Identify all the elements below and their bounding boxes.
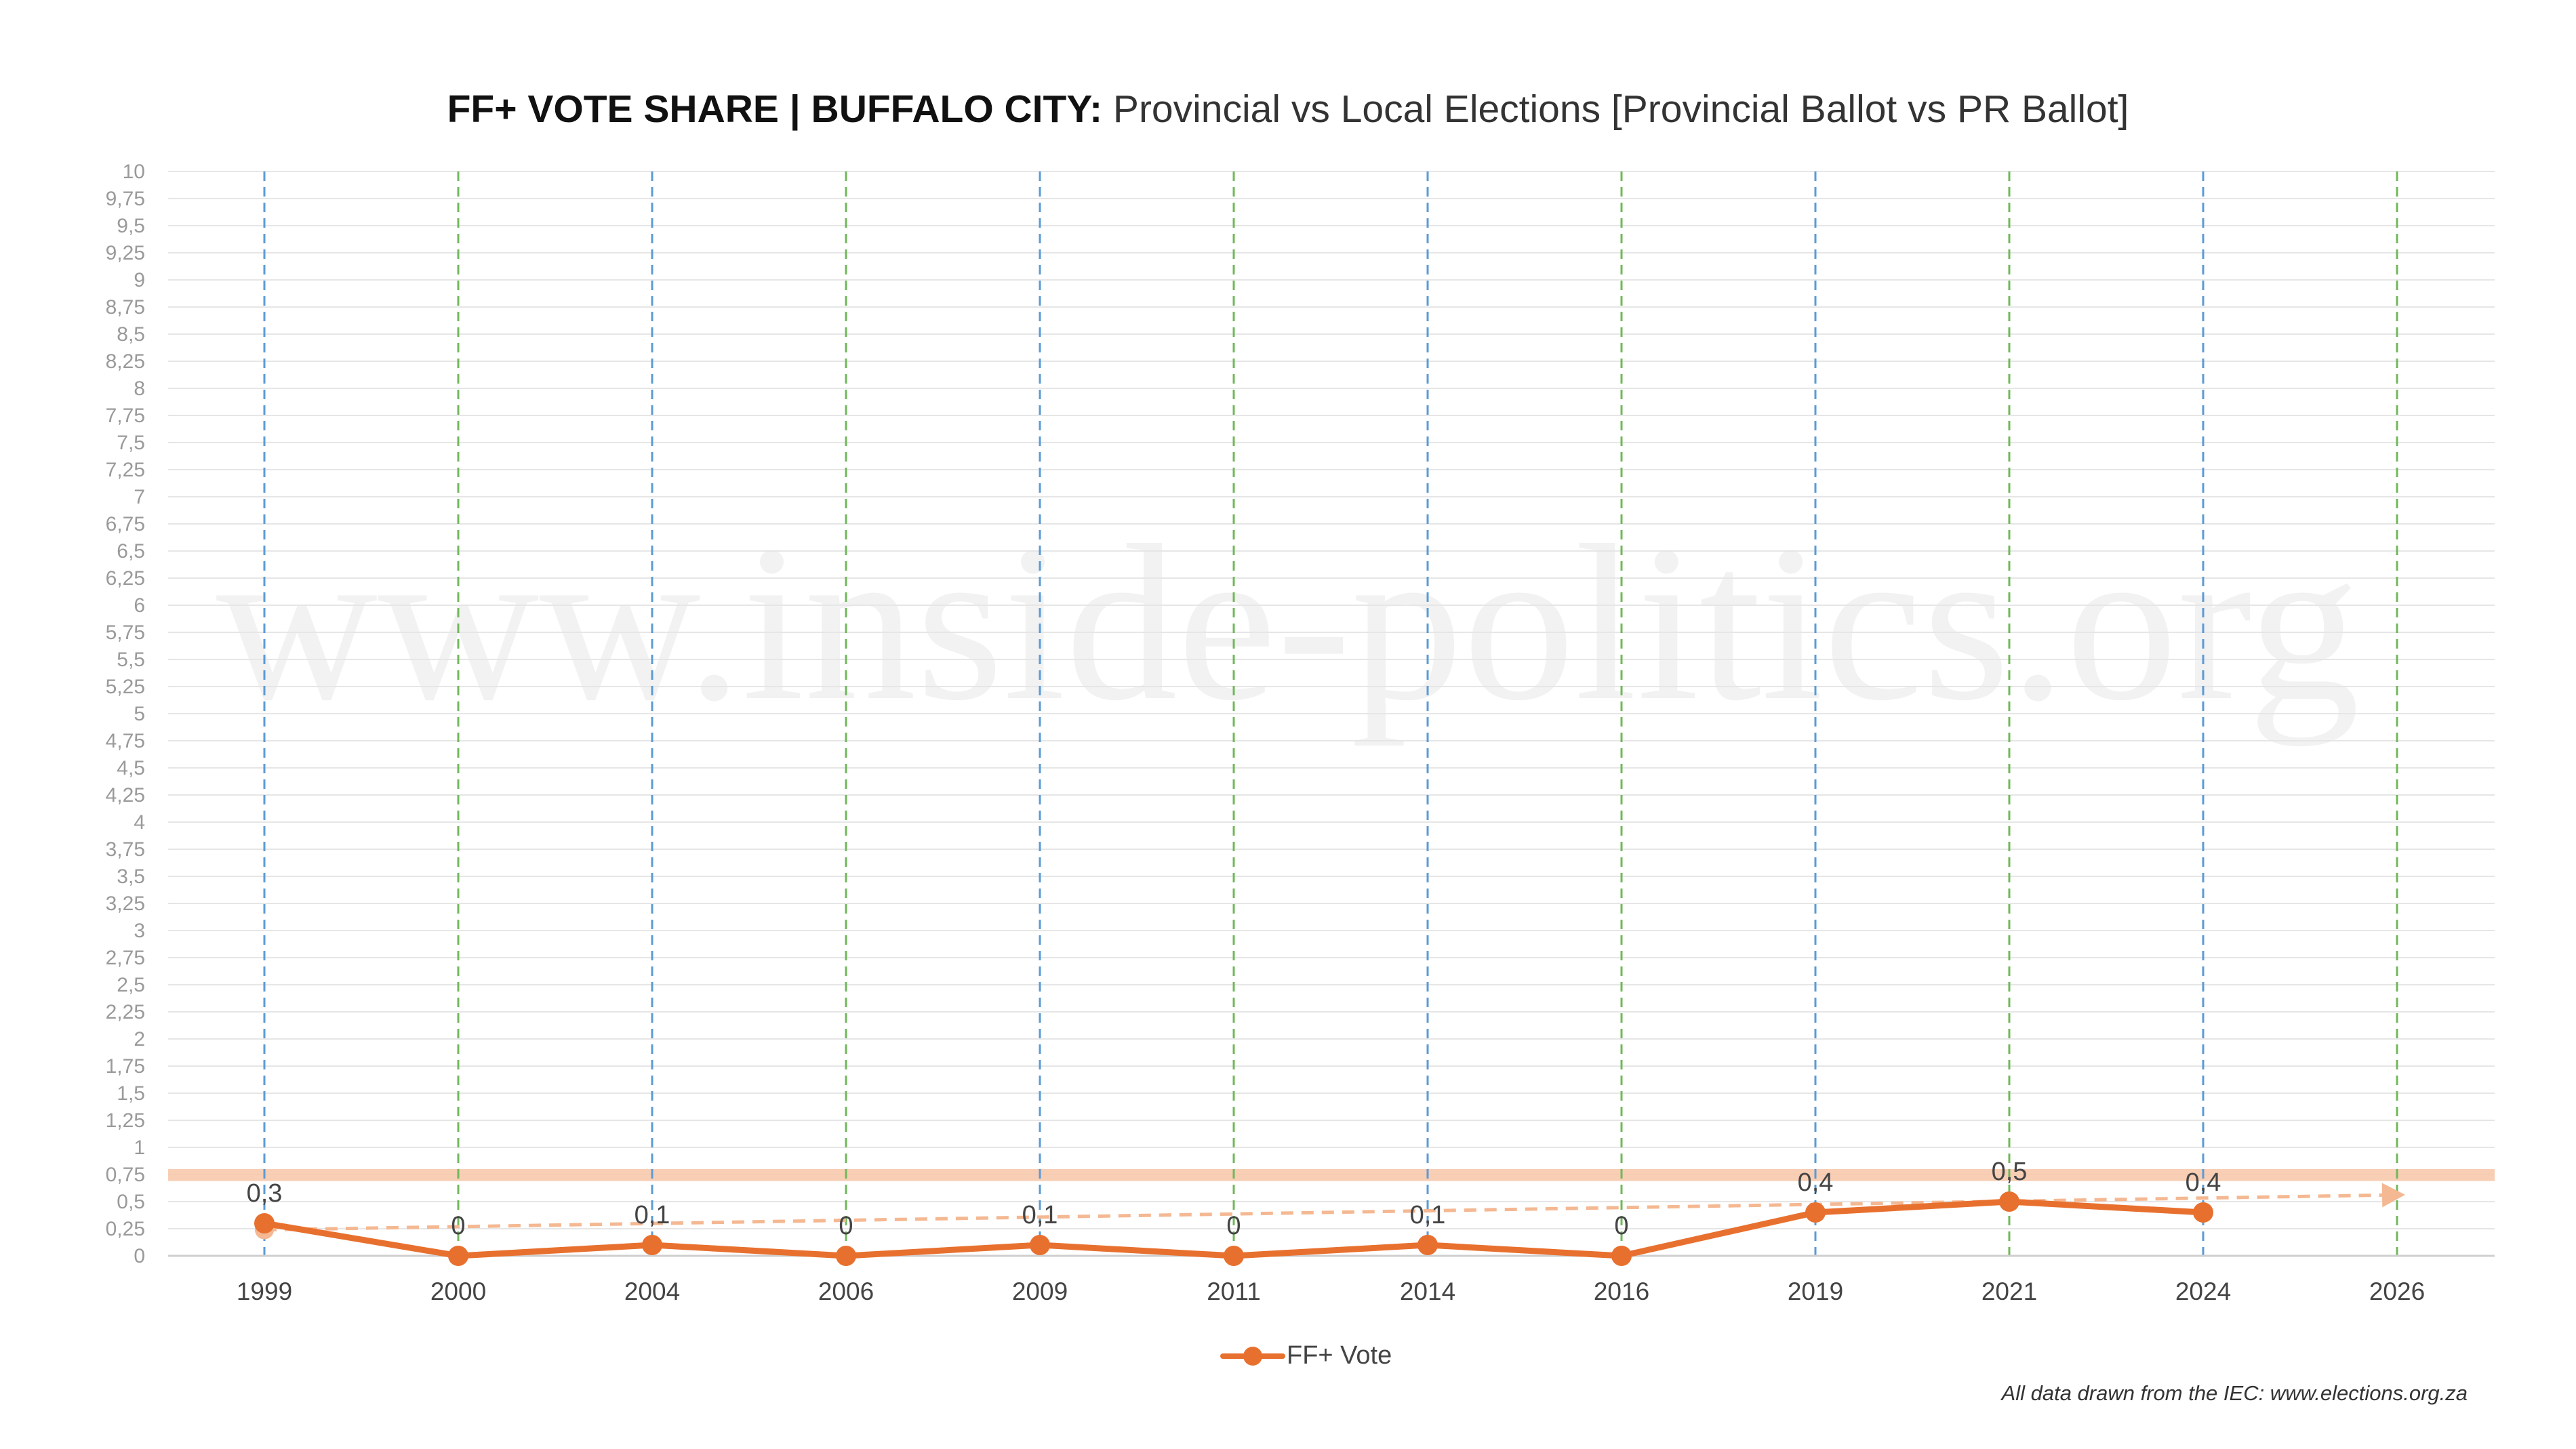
- threshold-band: [168, 1169, 2495, 1181]
- y-tick-label: 0,75: [106, 1164, 145, 1186]
- y-tick-label: 1: [134, 1137, 145, 1159]
- y-tick-label: 2: [134, 1028, 145, 1050]
- y-tick-label: 8,25: [106, 350, 145, 373]
- y-tick-label: 1,5: [117, 1082, 145, 1105]
- data-point: [1030, 1235, 1050, 1255]
- chart-title-subtitle: Provincial vs Local Elections [Provincia…: [1102, 87, 2129, 131]
- y-tick-label: 9,75: [106, 188, 145, 210]
- data-label: 0: [1614, 1212, 1628, 1240]
- y-tick-label: 7,75: [106, 405, 145, 427]
- y-tick-label: 8: [134, 377, 145, 400]
- y-tick-label: 3,75: [106, 838, 145, 861]
- y-tick-label: 0,25: [106, 1218, 145, 1240]
- legend-swatch-ff-vote: [1220, 1335, 1285, 1376]
- y-tick-label: 2,25: [106, 1001, 145, 1023]
- data-point: [642, 1235, 662, 1255]
- x-tick-label: 1999: [237, 1278, 292, 1305]
- data-label: 0,3: [247, 1179, 283, 1208]
- y-tick-label: 8,5: [117, 323, 145, 346]
- data-point: [254, 1213, 275, 1233]
- y-tick-label: 5,5: [117, 649, 145, 671]
- x-tick-label: 2009: [1012, 1278, 1068, 1305]
- x-tick-label: 2011: [1207, 1278, 1261, 1305]
- y-tick-label: 3: [134, 920, 145, 942]
- data-point: [1417, 1235, 1438, 1255]
- data-label: 0: [839, 1212, 853, 1240]
- legend-label-ff-vote: FF+ Vote: [1287, 1341, 1392, 1370]
- y-tick-label: 9,5: [117, 215, 145, 237]
- chart-legend: FF+ Vote: [1220, 1335, 1392, 1376]
- y-tick-label: 5,75: [106, 621, 145, 644]
- data-label: 0: [451, 1212, 465, 1240]
- y-tick-label: 3,25: [106, 893, 145, 915]
- data-point: [1999, 1191, 2019, 1212]
- y-tick-label: 10: [123, 161, 145, 183]
- y-tick-label: 6: [134, 594, 145, 617]
- y-tick-label: 7: [134, 486, 145, 508]
- data-label: 0,5: [1992, 1158, 2028, 1186]
- x-tick-label: 2014: [1400, 1278, 1455, 1305]
- x-tick-label: 2006: [818, 1278, 874, 1305]
- data-point: [448, 1246, 468, 1266]
- chart-title-bold: FF+ VOTE SHARE | BUFFALO CITY:: [447, 87, 1103, 131]
- y-tick-label: 6,5: [117, 540, 145, 563]
- y-tick-label: 9: [134, 269, 145, 291]
- data-label: 0: [1226, 1212, 1241, 1240]
- data-label: 0,4: [2186, 1168, 2221, 1197]
- y-tick-label: 8,75: [106, 296, 145, 319]
- x-tick-label: 2026: [2369, 1278, 2425, 1305]
- y-tick-label: 5,25: [106, 676, 145, 698]
- source-note: All data drawn from the IEC: www.electio…: [2001, 1381, 2468, 1405]
- y-tick-label: 4,75: [106, 730, 145, 752]
- trendline: [264, 1193, 2383, 1232]
- y-tick-label: 4: [134, 811, 145, 834]
- y-tick-label: 7,25: [106, 459, 145, 481]
- data-point: [1224, 1246, 1244, 1266]
- data-label: 0,1: [1410, 1201, 1446, 1229]
- x-tick-label: 2024: [2175, 1278, 2231, 1305]
- x-tick-label: 2004: [624, 1278, 680, 1305]
- data-label: 0,1: [635, 1201, 670, 1229]
- y-tick-label: 3,5: [117, 865, 145, 888]
- trendline-arrowhead: [2381, 1183, 2405, 1208]
- y-tick-label: 2,75: [106, 947, 145, 969]
- data-point: [1805, 1202, 1826, 1223]
- y-tick-label: 0,5: [117, 1191, 145, 1213]
- y-tick-label: 1,25: [106, 1109, 145, 1132]
- data-point: [2193, 1202, 2213, 1223]
- x-tick-label: 2016: [1594, 1278, 1649, 1305]
- x-tick-label: 2021: [1981, 1278, 2037, 1305]
- y-tick-label: 9,25: [106, 242, 145, 264]
- data-label: 0,1: [1022, 1201, 1058, 1229]
- y-tick-label: 4,5: [117, 757, 145, 779]
- y-tick-label: 1,75: [106, 1055, 145, 1078]
- data-label: 0,4: [1798, 1168, 1834, 1197]
- y-tick-label: 6,25: [106, 567, 145, 590]
- watermark-text: www.inside-politics.org: [216, 499, 2360, 747]
- y-tick-label: 2,5: [117, 974, 145, 996]
- y-tick-label: 4,25: [106, 784, 145, 807]
- y-tick-label: 7,5: [117, 432, 145, 454]
- y-tick-label: 6,75: [106, 513, 145, 535]
- data-point: [1611, 1246, 1632, 1266]
- x-tick-label: 2019: [1788, 1278, 1843, 1305]
- chart-title: FF+ VOTE SHARE | BUFFALO CITY: Provincia…: [0, 87, 2576, 131]
- y-tick-label: 5: [134, 703, 145, 725]
- y-tick-label: 0: [134, 1245, 145, 1267]
- x-tick-label: 2000: [430, 1278, 486, 1305]
- data-point: [836, 1246, 856, 1266]
